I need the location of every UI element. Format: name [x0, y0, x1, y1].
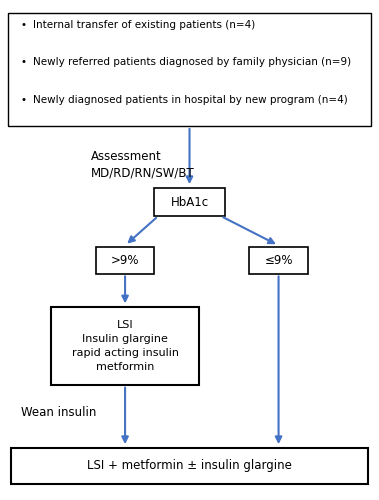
Text: ≤9%: ≤9% [264, 254, 293, 266]
FancyBboxPatch shape [249, 246, 308, 274]
FancyBboxPatch shape [8, 12, 371, 126]
Text: Newly diagnosed patients in hospital by new program (n=4): Newly diagnosed patients in hospital by … [33, 95, 348, 105]
Text: LSI
Insulin glargine
rapid acting insulin
metformin: LSI Insulin glargine rapid acting insuli… [72, 320, 179, 372]
Text: Internal transfer of existing patients (n=4): Internal transfer of existing patients (… [33, 20, 255, 30]
Text: Wean insulin: Wean insulin [21, 406, 96, 419]
Text: HbA1c: HbA1c [171, 196, 208, 208]
FancyBboxPatch shape [51, 307, 199, 385]
FancyBboxPatch shape [11, 448, 368, 484]
Text: •: • [20, 57, 27, 67]
Text: Newly referred patients diagnosed by family physician (n=9): Newly referred patients diagnosed by fam… [33, 57, 351, 67]
Text: •: • [20, 20, 27, 30]
Text: >9%: >9% [111, 254, 139, 266]
Text: •: • [20, 95, 27, 105]
FancyBboxPatch shape [155, 188, 224, 216]
Text: LSI + metformin ± insulin glargine: LSI + metformin ± insulin glargine [87, 460, 292, 472]
Text: Assessment
MD/RD/RN/SW/BT: Assessment MD/RD/RN/SW/BT [91, 150, 195, 180]
FancyBboxPatch shape [96, 246, 155, 274]
